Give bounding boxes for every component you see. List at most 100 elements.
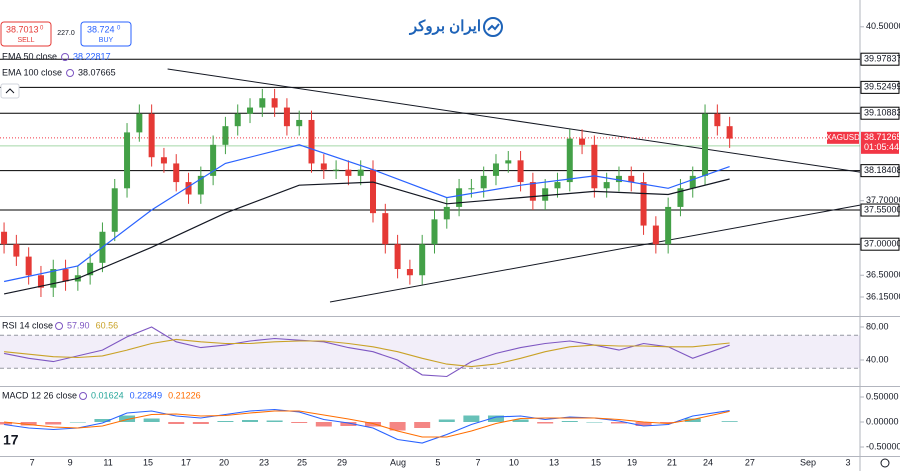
candle-body [1,231,8,245]
x-tick-label: 15 [143,457,153,467]
candle-body [431,219,438,245]
histogram-bar [340,422,357,426]
candle-body [628,175,635,183]
logo-icon [487,23,500,31]
candle-body [406,269,413,276]
histogram-bar [69,422,86,423]
visibility-icon [55,322,64,330]
x-tick-label: Aug [390,457,406,467]
candle-body [160,157,167,164]
logo-icon [483,17,503,37]
histogram-bar [266,420,283,422]
legend-label: EMA 100 close [2,67,62,77]
indicator-line [4,338,730,368]
legend-value: 57.90 [67,320,90,330]
sell-price: 38.7013 [6,24,39,34]
visibility-icon [61,53,70,61]
histogram-bar [119,415,136,422]
x-tick-label: 29 [337,457,347,467]
candle-body [492,163,499,176]
countdown: 01:05:44 [864,142,899,152]
candle-body [111,188,118,232]
legend-value: 38.22817 [73,51,111,61]
histogram-bar [168,422,185,424]
buy-price: 38.724 [87,24,115,34]
collapse-button[interactable] [0,83,20,99]
x-tick-label: 19 [627,457,637,467]
candle-body [345,169,352,176]
legend-value: 60.56 [96,320,119,330]
trendline [329,204,861,303]
tv-logo: 17 [3,432,19,448]
histogram-bar [192,422,209,424]
symbol-box [827,131,859,144]
buy-button[interactable] [80,21,132,47]
level-label-box [860,164,900,178]
sell-pip: 0 [40,26,44,32]
histogram-bar [242,420,259,422]
candle-body [665,206,672,245]
candle-body [456,188,463,207]
candle-body [247,107,254,114]
visibility-icon [66,69,75,77]
histogram-bar [660,422,677,423]
candle-body [615,175,622,183]
chart-layer: 40.50000 37.70000 36.50000 36.15000 39.97837… [0,21,900,467]
candle-body [222,126,229,145]
visibility-icon [79,392,88,400]
candle-body [308,119,315,164]
candle-body [62,269,69,282]
spread: 227.0 [57,30,75,37]
level-label: 37.55000 [864,204,900,214]
candle-body [210,144,217,176]
histogram-bar [463,415,480,422]
y-tick-label: 36.50000 [866,270,900,280]
legend-value: 0.01624 [91,390,124,400]
x-tick-label: 15 [591,457,601,467]
candle-body [357,169,364,176]
candle-body [87,262,94,276]
candle-body [185,182,192,195]
settings-icon[interactable] [880,458,890,468]
histogram-bar [143,418,160,422]
collapse-icon [5,88,15,94]
legend-label: EMA 50 close [2,51,57,61]
histogram-bar [512,419,529,422]
candle-body [37,275,44,288]
x-tick-label: 7 [476,457,481,467]
histogram-bar [487,415,504,422]
candle-body [579,138,586,145]
ema-line [3,178,730,295]
buy-caption: BUY [99,37,114,44]
candle-body [234,113,241,127]
candle-body [296,119,303,127]
level-label: 37.00000 [864,239,900,249]
candle-body [333,169,340,171]
histogram-bar [586,422,603,423]
candle-body [173,163,180,183]
histogram-bar [315,422,332,427]
x-tick-label: 9 [68,457,73,467]
level-label-box [860,106,900,120]
symbol-label: XAGUSD [826,133,860,142]
histogram-bar [0,422,13,425]
histogram-bar [414,422,431,428]
x-tick-label: 3 [845,457,850,467]
histogram-bar [537,422,554,424]
y-tick-label: 0.50000 [866,391,899,401]
candle-body [689,175,696,189]
candle-body [320,163,327,170]
x-tick-label: 21 [667,457,677,467]
level-label: 39.97837 [864,54,900,64]
x-tick-label: 13 [549,457,559,467]
level-label-box [860,237,900,251]
candle-body [259,98,266,108]
candle-body [726,126,733,139]
histogram-bar [364,422,381,427]
y-tick-label: 37.70000 [866,195,900,205]
x-tick-label: 5 [435,457,440,467]
x-tick-label: 24 [703,457,713,467]
sell-caption: SELL [17,37,34,44]
sell-button[interactable] [0,21,52,47]
